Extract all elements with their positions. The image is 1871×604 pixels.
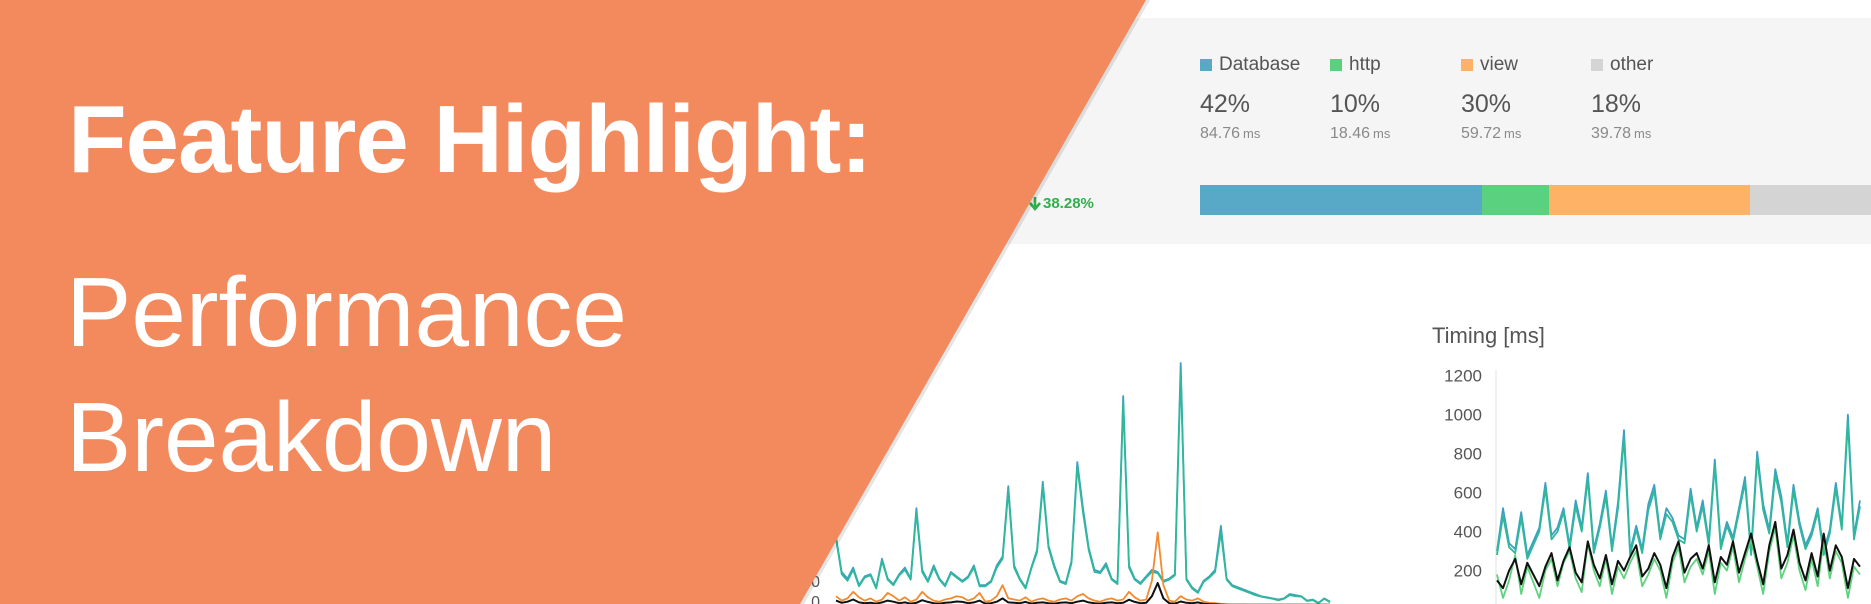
breakdown-segment-http[interactable]	[1481, 185, 1549, 215]
metric-ms-unit: ms	[1504, 126, 1522, 141]
series-line-2	[1496, 421, 1861, 560]
metric-ms-unit: ms	[1373, 126, 1391, 141]
y-tick-label: 600	[1454, 484, 1482, 503]
y-tick-label: 0	[811, 594, 820, 604]
series-line-4	[835, 582, 1330, 604]
metric-percent: 18%	[1591, 90, 1642, 118]
metric-name: other	[1610, 54, 1654, 75]
timing-chart: 0 200 400 600 800 1000 1200	[1444, 367, 1861, 604]
arrow-down-icon	[1029, 197, 1041, 211]
series-line-2	[835, 370, 1331, 604]
series-line-3	[1496, 526, 1861, 599]
subtitle-line-2: Breakdown	[66, 382, 557, 492]
y-tick-label: 800	[1454, 445, 1482, 464]
metric-percent: 10%	[1330, 90, 1381, 118]
y-tick-label: 0	[1473, 601, 1482, 604]
breakdown-segment-database[interactable]	[1200, 185, 1482, 215]
chart-title: Timing [ms]	[1432, 323, 1545, 348]
view-swatch	[1461, 59, 1473, 71]
y-tick-label: 1000	[1444, 406, 1482, 425]
http-swatch	[1330, 59, 1342, 71]
legend-item-view[interactable]: view	[1461, 54, 1521, 76]
metric-percent: 30%	[1461, 90, 1512, 118]
series-line-4	[1496, 520, 1861, 590]
metric-ms-unit: ms	[1243, 126, 1261, 141]
metric-other: other 18% 39.78 ms	[1591, 54, 1653, 143]
metric-ms-value: 59.72	[1461, 125, 1502, 142]
breakdown-segment-view[interactable]	[1548, 185, 1751, 215]
change-percent: 38.28%	[1043, 195, 1094, 212]
y-tick-label: 1200	[1444, 367, 1482, 386]
other-swatch	[1591, 59, 1603, 71]
subtitle-line-1: Performance	[66, 257, 628, 367]
legend-item-database[interactable]: Database	[1200, 54, 1300, 76]
y-tick-label: 200	[1454, 562, 1482, 581]
database-swatch	[1200, 59, 1212, 71]
metric-ms-value: 39.78	[1591, 125, 1632, 142]
metric-database: Database 42% 84.76 ms	[1200, 54, 1300, 143]
metric-http: http 10% 18.46 ms	[1330, 54, 1390, 143]
breakdown-segment-other[interactable]	[1750, 185, 1871, 215]
throughput-chart: 00	[811, 362, 1331, 604]
metric-name: http	[1349, 54, 1381, 75]
change-indicator: 38.28%	[1028, 195, 1094, 212]
y-tick-label: 400	[1454, 523, 1482, 542]
breakdown-stacked-bar	[1200, 185, 1871, 215]
legend-item-http[interactable]: http	[1330, 54, 1390, 76]
banner-headline: Feature Highlight:	[68, 86, 872, 193]
metric-ms-value: 84.76	[1200, 125, 1241, 142]
series-line-3	[835, 531, 1330, 604]
y-tick-label: 0	[811, 574, 820, 591]
metric-view: view 30% 59.72 ms	[1461, 54, 1521, 143]
metric-name: Database	[1219, 54, 1301, 75]
metric-ms-unit: ms	[1634, 126, 1652, 141]
metric-name: view	[1480, 54, 1519, 75]
metric-ms-value: 18.46	[1330, 125, 1371, 142]
banner-subtitle: Performance Breakdown	[66, 250, 627, 500]
metric-percent: 42%	[1200, 90, 1251, 118]
legend-item-other[interactable]: other	[1591, 54, 1653, 76]
